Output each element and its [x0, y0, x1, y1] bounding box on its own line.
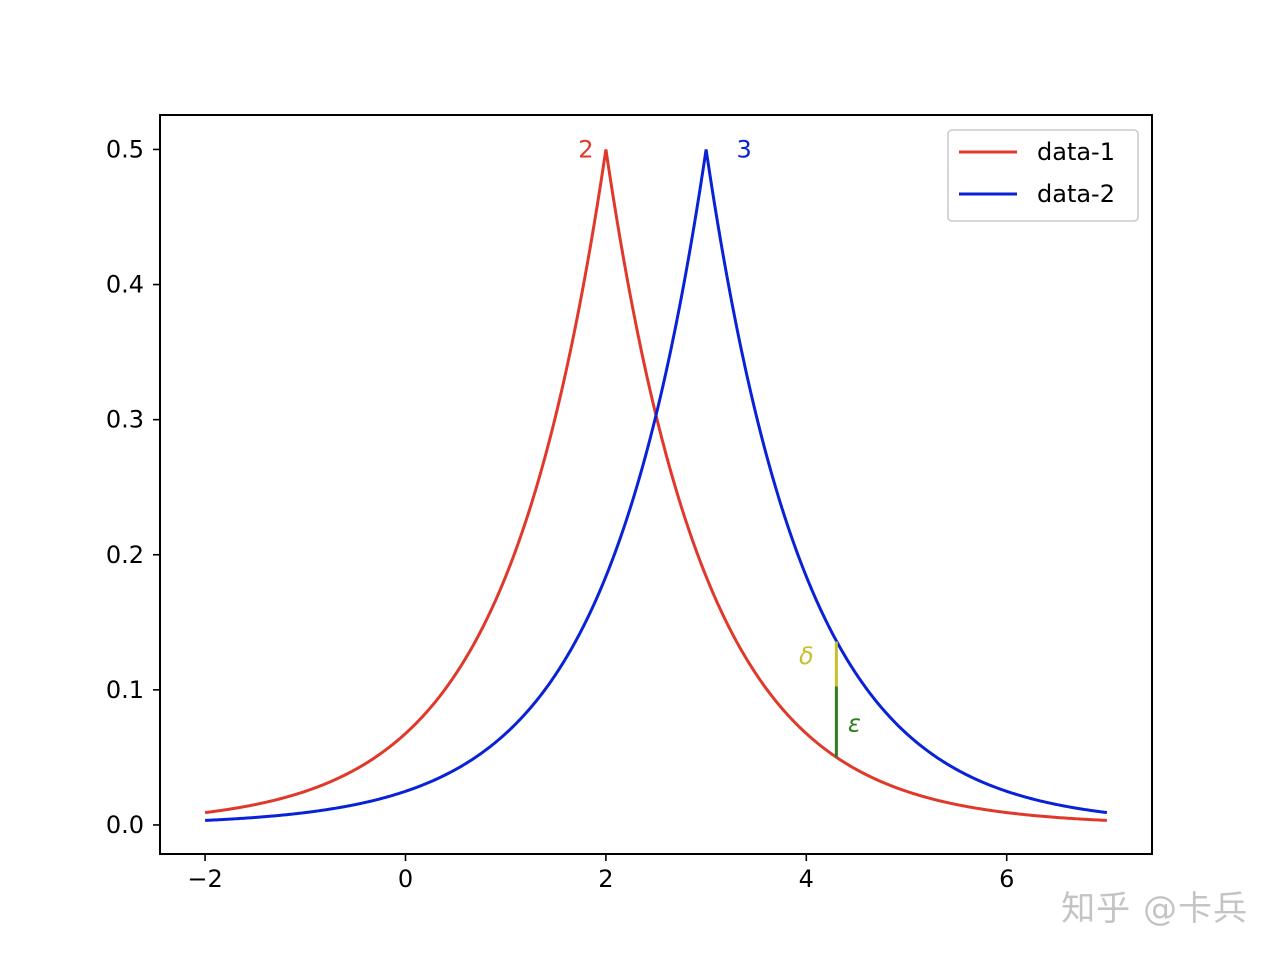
y-tick-label: 0.3 — [106, 406, 144, 434]
y-tick-label: 0.4 — [106, 271, 144, 299]
x-tick-label: 6 — [999, 865, 1014, 893]
annotation-0: 2 — [578, 135, 593, 163]
x-tick-label: 4 — [799, 865, 814, 893]
axes: −2 0 2 4 6 0.0 0.1 0.2 0.3 0.4 0.5 — [106, 114, 1153, 893]
legend-label-data-1: data-1 — [1037, 138, 1115, 166]
watermark: 知乎 @卡兵 — [1061, 889, 1248, 929]
x-tick-label: 0 — [398, 865, 413, 893]
x-tick-label: 2 — [598, 865, 613, 893]
series-line-data-2 — [205, 149, 1108, 822]
y-tick-label: 0.1 — [106, 676, 144, 704]
annotation-2: δ — [799, 642, 814, 670]
annotation-3: ε — [848, 710, 861, 738]
plot-area: 2 3 δ ε — [204, 135, 1108, 822]
legend: data-1 data-2 — [947, 129, 1139, 222]
legend-label-data-2: data-2 — [1037, 180, 1115, 208]
axes-frame — [159, 114, 1153, 855]
y-tick-label: 0.0 — [106, 811, 144, 839]
y-tick-label: 0.2 — [106, 541, 144, 569]
annotation-1: 3 — [737, 135, 752, 163]
y-tick-label: 0.5 — [106, 135, 144, 163]
x-tick-label: −2 — [187, 865, 222, 893]
